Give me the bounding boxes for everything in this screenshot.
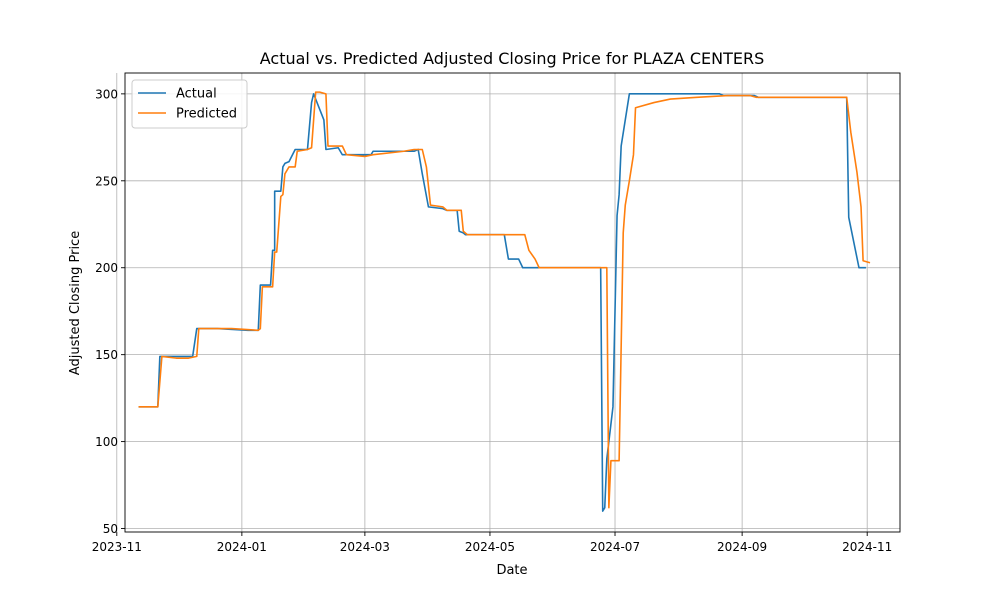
x-tick-label: 2024-03 (340, 540, 390, 554)
y-tick-label: 250 (95, 174, 118, 188)
legend-label-predicted: Predicted (176, 107, 237, 122)
y-tick-label: 150 (95, 348, 118, 362)
plot-frame (124, 72, 901, 533)
plot-area (116, 72, 901, 533)
x-axis: 2023-11 2024-01 2024-03 2024-05 2024-07 2024-… (92, 532, 892, 554)
series-line-actual (138, 93, 866, 512)
x-tick-label: 2024-07 (590, 540, 640, 554)
x-tick-label: 2024-05 (465, 540, 515, 554)
x-tick-label: 2023-11 (92, 540, 142, 554)
legend: Actual Predicted (131, 79, 248, 129)
series-line-predicted (138, 91, 871, 509)
chart-title: Actual vs. Predicted Adjusted Closing Pr… (260, 49, 765, 68)
y-tick-label: 300 (95, 87, 118, 101)
x-tick-label: 2024-01 (217, 540, 267, 554)
y-axis: 50 100 150 200 250 300 (95, 87, 125, 536)
legend-box (131, 79, 248, 129)
y-tick-label: 50 (103, 522, 118, 536)
y-tick-label: 100 (95, 435, 118, 449)
legend-label-actual: Actual (176, 87, 217, 102)
x-tick-label: 2024-09 (717, 540, 767, 554)
x-tick-label: 2024-11 (842, 540, 892, 554)
y-tick-label: 200 (95, 261, 118, 275)
x-axis-label: Date (496, 563, 527, 578)
y-axis-label: Adjusted Closing Price (68, 231, 83, 375)
